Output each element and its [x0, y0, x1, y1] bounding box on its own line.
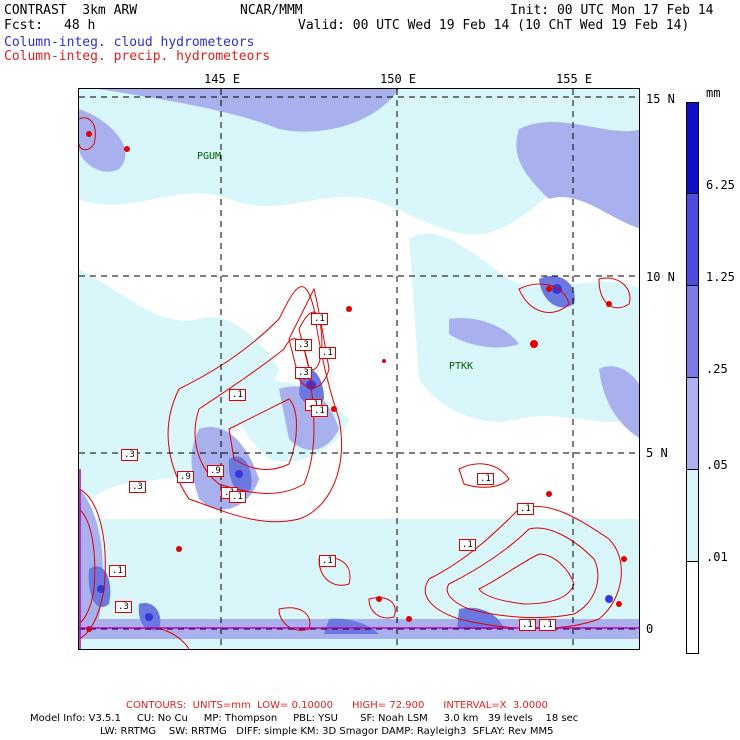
- init-time: Init: 00 UTC Mon 17 Feb 14: [510, 3, 714, 18]
- lat-label-5n: 5 N: [646, 446, 668, 460]
- colorbar-segment: [686, 470, 699, 562]
- lon-label-155: 155 E: [556, 72, 593, 86]
- map-panel: PGUM PTKK .1.3.1.3.1.1.1.3.9.9.3.1.1.1.1…: [78, 88, 640, 650]
- lat-label-eq: 0: [646, 622, 654, 636]
- model-title: CONTRAST 3km ARW: [4, 3, 138, 18]
- contour-info: CONTOURS: UNITS=mm LOW= 0.10000 HIGH= 72…: [126, 700, 548, 711]
- contour-value-label: .1: [477, 473, 494, 485]
- legend-tick-05: .05: [706, 458, 728, 472]
- precip-contours: [79, 117, 631, 649]
- field-precip-title: Column-integ. precip. hydrometeors: [4, 49, 271, 64]
- legend-tick-6-25: 6.25: [706, 178, 735, 192]
- colorbar-segment: [686, 194, 699, 286]
- legend-unit: mm: [706, 86, 721, 100]
- map-canvas: [79, 89, 639, 649]
- model-info-line2: LW: RRTMG SW: RRTMG DIFF: simple KM: 3D …: [100, 726, 554, 737]
- contour-value-label: .9: [207, 465, 224, 477]
- legend-tick-25: .25: [706, 362, 728, 376]
- station-ptkk: PTKK: [449, 361, 474, 372]
- contour-value-label: .1: [311, 405, 328, 417]
- contour-value-label: .3: [115, 601, 132, 613]
- contour-value-label: .1: [319, 555, 336, 567]
- valid-time: Valid: 00 UTC Wed 19 Feb 14 (10 ChT Wed …: [298, 18, 690, 33]
- field-cloud-title: Column-integ. cloud hydrometeors: [4, 35, 255, 50]
- contour-value-label: .1: [319, 347, 336, 359]
- contour-value-label: .1: [311, 313, 328, 325]
- contour-value-label: .3: [129, 481, 146, 493]
- center-label: NCAR/MMM: [240, 3, 303, 18]
- contour-value-label: .1: [109, 565, 126, 577]
- contour-value-label: .1: [229, 491, 246, 503]
- colorbar-segment: [686, 378, 699, 470]
- contour-value-label: .1: [519, 619, 536, 631]
- lat-lon-grid: [79, 89, 639, 649]
- contour-value-label: .3: [295, 339, 312, 351]
- legend-tick-01: .01: [706, 550, 728, 564]
- contour-value-label: .3: [295, 367, 312, 379]
- lat-label-15n: 15 N: [646, 92, 675, 106]
- legend-tick-1-25: 1.25: [706, 270, 735, 284]
- forecast-hours: 48 h: [64, 18, 96, 33]
- lon-label-150: 150 E: [380, 72, 417, 86]
- contour-value-label: .1: [459, 539, 476, 551]
- colorbar-segment: [686, 102, 699, 194]
- station-pgum: PGUM: [197, 151, 222, 162]
- lon-label-145: 145 E: [204, 72, 241, 86]
- lat-label-10n: 10 N: [646, 270, 675, 284]
- contour-value-label: .1: [539, 619, 556, 631]
- contour-value-label: .1: [517, 503, 534, 515]
- contour-value-label: .9: [177, 471, 194, 483]
- forecast-label: Fcst:: [4, 18, 44, 33]
- colorbar-segment: [686, 562, 699, 654]
- contour-value-label: .1: [229, 389, 246, 401]
- contour-value-label: .3: [121, 449, 138, 461]
- colorbar-segment: [686, 286, 699, 378]
- model-info-line1: Model Info: V3.5.1 CU: No Cu MP: Thompso…: [30, 713, 579, 724]
